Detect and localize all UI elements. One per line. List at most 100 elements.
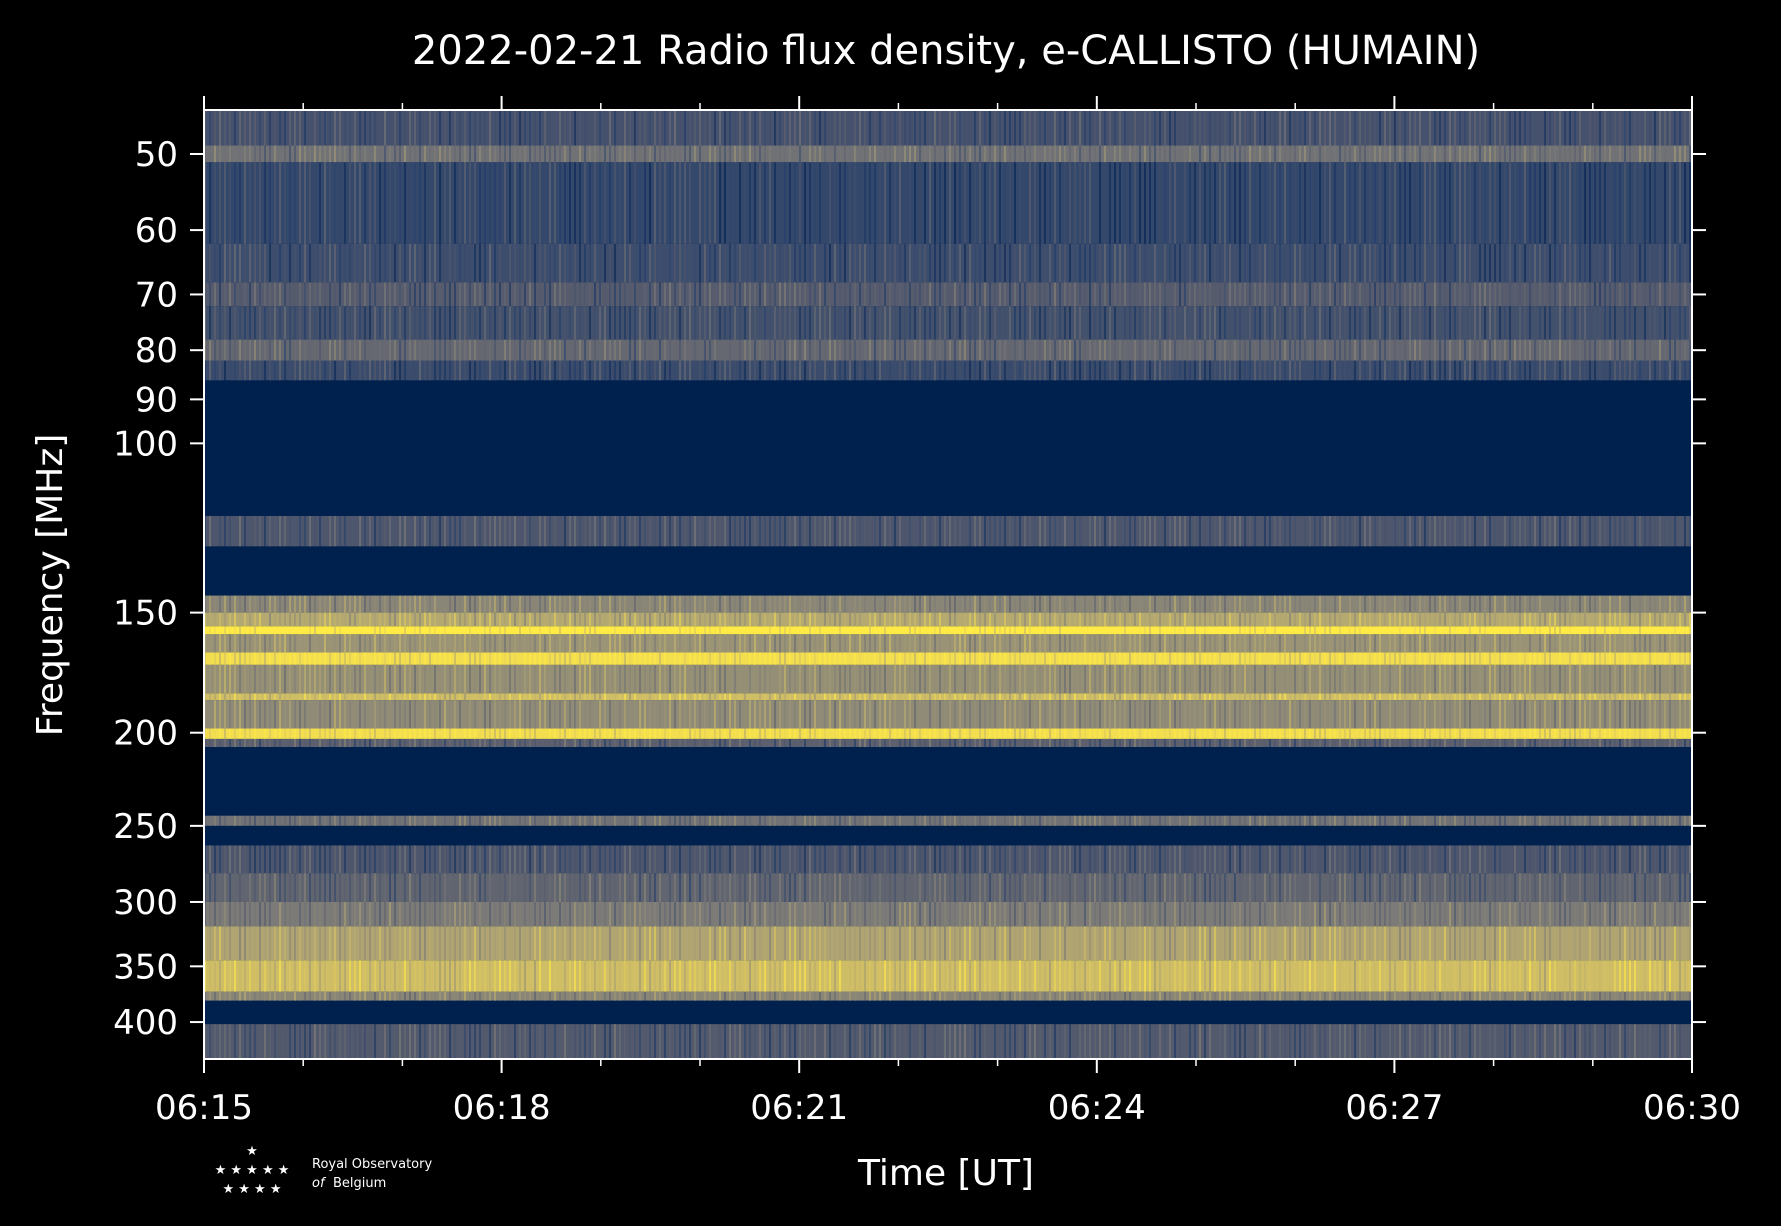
texture-streak xyxy=(1544,634,1546,653)
texture-streak xyxy=(994,626,996,635)
texture-streak xyxy=(424,652,426,665)
texture-streak xyxy=(1329,595,1331,613)
texture-streak xyxy=(539,110,541,146)
texture-streak xyxy=(749,515,751,547)
texture-streak xyxy=(394,162,396,244)
texture-streak xyxy=(1139,360,1141,381)
texture-streak xyxy=(1629,360,1631,381)
texture-streak xyxy=(274,145,276,163)
texture-streak xyxy=(994,360,996,381)
texture-streak xyxy=(1209,162,1211,244)
texture-streak xyxy=(649,339,651,361)
texture-streak xyxy=(1124,634,1126,653)
texture-streak xyxy=(1084,693,1086,701)
texture-streak xyxy=(709,595,711,613)
texture-streak xyxy=(1239,652,1241,665)
texture-streak xyxy=(1579,282,1581,307)
texture-streak xyxy=(1354,306,1356,340)
texture-streak xyxy=(1209,595,1211,613)
texture-streak xyxy=(284,243,286,283)
texture-streak xyxy=(1049,664,1051,694)
texture-streak xyxy=(1289,282,1291,307)
texture-streak xyxy=(419,515,421,547)
texture-streak xyxy=(804,282,806,307)
texture-streak xyxy=(399,626,401,635)
texture-streak xyxy=(724,664,726,694)
texture-streak xyxy=(624,652,626,665)
texture-streak xyxy=(894,145,896,163)
texture-streak xyxy=(739,700,741,729)
texture-streak xyxy=(1644,110,1646,146)
texture-streak xyxy=(764,634,766,653)
texture-streak xyxy=(374,282,376,307)
texture-streak xyxy=(1179,595,1181,613)
texture-streak xyxy=(304,339,306,361)
texture-streak xyxy=(1389,626,1391,635)
texture-streak xyxy=(344,110,346,146)
texture-streak xyxy=(1029,664,1031,694)
texture-streak xyxy=(1554,243,1556,283)
texture-streak xyxy=(1029,693,1031,701)
texture-streak xyxy=(924,110,926,146)
texture-streak xyxy=(949,626,951,635)
texture-streak xyxy=(1079,515,1081,547)
texture-streak xyxy=(694,306,696,340)
texture-streak xyxy=(494,306,496,340)
texture-streak xyxy=(1644,652,1646,665)
texture-streak xyxy=(1674,612,1676,627)
texture-streak xyxy=(629,626,631,635)
texture-streak xyxy=(744,664,746,694)
texture-streak xyxy=(464,339,466,361)
texture-streak xyxy=(324,700,326,729)
texture-streak xyxy=(1679,243,1681,283)
texture-streak xyxy=(1224,243,1226,283)
texture-streak xyxy=(404,243,406,283)
texture-streak xyxy=(1634,664,1636,694)
texture-streak xyxy=(284,693,286,701)
texture-streak xyxy=(1389,360,1391,381)
texture-streak xyxy=(519,360,521,381)
texture-streak xyxy=(699,612,701,627)
texture-streak xyxy=(1319,612,1321,627)
texture-streak xyxy=(1179,282,1181,307)
texture-streak xyxy=(444,693,446,701)
texture-streak xyxy=(554,306,556,340)
texture-streak xyxy=(359,612,361,627)
texture-streak xyxy=(1109,110,1111,146)
texture-streak xyxy=(1664,110,1666,146)
texture-streak xyxy=(1229,626,1231,635)
texture-streak xyxy=(1039,664,1041,694)
texture-streak xyxy=(1349,634,1351,653)
texture-streak xyxy=(564,626,566,635)
texture-streak xyxy=(1354,339,1356,361)
texture-streak xyxy=(444,339,446,361)
texture-streak xyxy=(404,306,406,340)
texture-streak xyxy=(1604,515,1606,547)
texture-streak xyxy=(809,612,811,627)
texture-streak xyxy=(684,360,686,381)
frequency-band xyxy=(204,243,1692,283)
texture-streak xyxy=(324,243,326,283)
texture-streak xyxy=(1509,693,1511,701)
texture-streak xyxy=(814,515,816,547)
texture-streak xyxy=(404,339,406,361)
texture-streak xyxy=(1074,306,1076,340)
texture-streak xyxy=(334,693,336,701)
texture-streak xyxy=(1564,634,1566,653)
texture-streak xyxy=(1644,626,1646,635)
texture-streak xyxy=(1364,243,1366,283)
texture-streak xyxy=(794,162,796,244)
texture-streak xyxy=(444,700,446,729)
texture-streak xyxy=(874,700,876,729)
texture-streak xyxy=(1284,612,1286,627)
texture-streak xyxy=(649,306,651,340)
texture-streak xyxy=(524,162,526,244)
texture-streak xyxy=(314,110,316,146)
texture-streak xyxy=(329,652,331,665)
texture-streak xyxy=(649,700,651,729)
texture-streak xyxy=(1219,664,1221,694)
texture-streak xyxy=(1064,339,1066,361)
frequency-band xyxy=(204,339,1692,361)
texture-streak xyxy=(494,634,496,653)
texture-streak xyxy=(894,243,896,283)
